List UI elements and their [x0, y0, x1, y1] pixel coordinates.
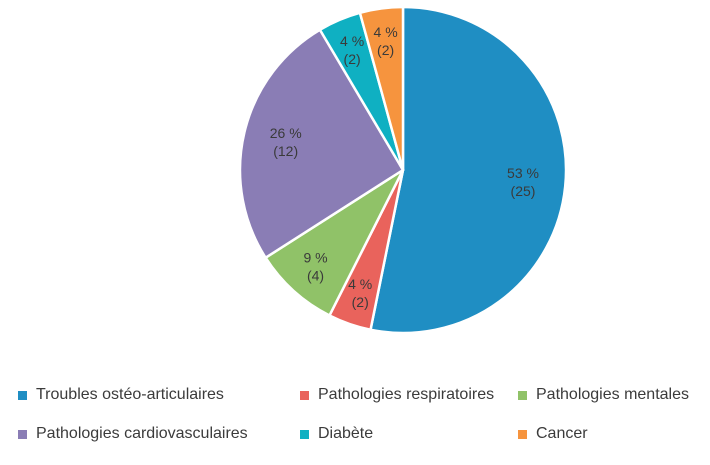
pie-chart: 53 % (25) 4 % (2) 9 % (4) 26 % (12) 4 % (2) 4 % (2) [238, 5, 568, 335]
legend-item-1: Pathologies respiratoires [300, 384, 518, 406]
pie-svg: 53 % (25) 4 % (2) 9 % (4) 26 % (12) 4 % (2) 4 % (2) [238, 5, 568, 335]
legend-swatch-icon [518, 390, 527, 400]
slice-count-label-2: (4) [307, 268, 324, 284]
slice-percent-label-1: 4 % [348, 276, 372, 292]
legend-label: Pathologies mentales [536, 386, 689, 403]
legend-label: Pathologies respiratoires [318, 386, 495, 403]
pie-slice-0 [369, 5, 568, 335]
slice-count-label-0: (25) [511, 183, 536, 199]
pie-slice-2 [264, 168, 405, 317]
legend-item-5: Cancer [518, 423, 694, 445]
legend-swatch-icon [18, 429, 27, 439]
slice-percent-label-5: 4 % [374, 24, 398, 40]
legend-swatch-icon [300, 390, 309, 400]
slice-percent-label-0: 53 % [507, 165, 539, 181]
legend-swatch-icon [18, 390, 27, 400]
legend-item-3: Pathologies cardiovasculaires [18, 423, 300, 445]
slice-percent-label-4: 4 % [340, 33, 364, 49]
legend-item-4: Diabète [300, 423, 518, 445]
slice-count-label-4: (2) [344, 51, 361, 67]
legend: Troubles ostéo-articulaires Pathologies r… [18, 384, 694, 445]
legend-label: Diabète [318, 425, 374, 442]
legend-label: Cancer [536, 425, 588, 442]
slice-percent-label-3: 26 % [270, 125, 302, 141]
legend-swatch-icon [300, 429, 309, 439]
legend-label: Pathologies cardiovasculaires [36, 425, 248, 442]
legend-label: Troubles ostéo-articulaires [36, 386, 224, 403]
slice-count-label-1: (2) [352, 294, 369, 310]
legend-item-0: Troubles ostéo-articulaires [18, 384, 300, 406]
legend-item-2: Pathologies mentales [518, 384, 694, 406]
legend-swatch-icon [518, 429, 527, 439]
pie-slice-5 [358, 5, 405, 172]
slice-count-label-3: (12) [273, 143, 298, 159]
slice-count-label-5: (2) [377, 42, 394, 58]
slice-percent-label-2: 9 % [303, 250, 327, 266]
pie-slice-3 [238, 28, 405, 259]
